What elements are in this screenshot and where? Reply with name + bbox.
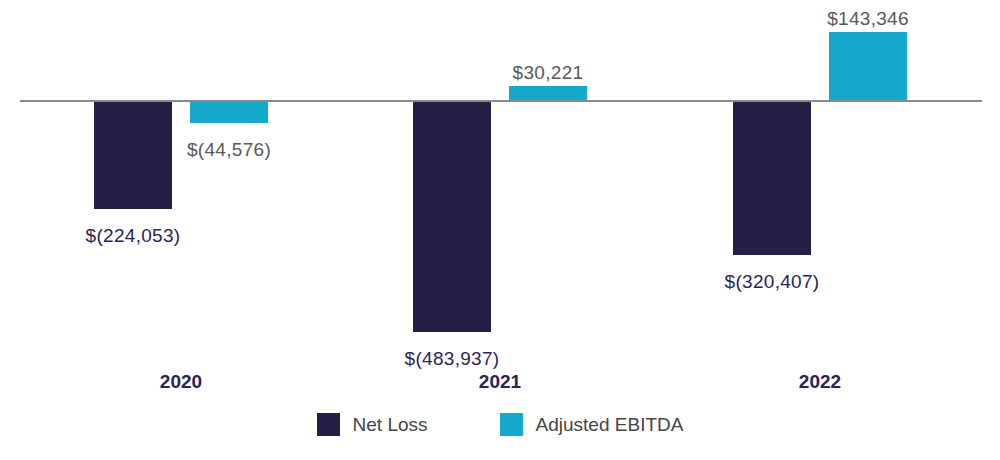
- legend: Net Loss Adjusted EBITDA: [0, 413, 1000, 436]
- bar-net-loss-2022: [733, 102, 811, 255]
- bar-net-loss-2020: [94, 102, 172, 209]
- adjusted-ebitda-swatch-icon: [500, 413, 523, 436]
- bar-adjusted-ebitda-2021: [509, 86, 587, 100]
- value-label-adjusted-ebitda-2021: $30,221: [513, 62, 584, 84]
- x-axis-label-2021: 2021: [479, 371, 521, 393]
- value-label-net-loss-2022: $(320,407): [725, 271, 820, 293]
- bar-net-loss-2021: [413, 102, 491, 332]
- x-axis-label-2020: 2020: [160, 371, 202, 393]
- legend-label-adjusted-ebitda: Adjusted EBITDA: [536, 413, 684, 436]
- legend-item-net-loss: Net Loss: [317, 413, 428, 436]
- value-label-net-loss-2020: $(224,053): [86, 225, 181, 247]
- legend-label-net-loss: Net Loss: [353, 413, 428, 436]
- net-loss-swatch-icon: [317, 413, 340, 436]
- x-axis-label-2022: 2022: [799, 371, 841, 393]
- net-loss-vs-adjusted-ebitda-chart: $(224,053) $(44,576) 2020 $(483,937) $30,221…: [0, 0, 1000, 460]
- value-label-adjusted-ebitda-2020: $(44,576): [187, 139, 271, 161]
- bar-adjusted-ebitda-2020: [190, 102, 268, 123]
- value-label-adjusted-ebitda-2022: $143,346: [827, 8, 909, 30]
- bar-adjusted-ebitda-2022: [829, 32, 907, 100]
- legend-item-adjusted-ebitda: Adjusted EBITDA: [500, 413, 684, 436]
- value-label-net-loss-2021: $(483,937): [405, 348, 500, 370]
